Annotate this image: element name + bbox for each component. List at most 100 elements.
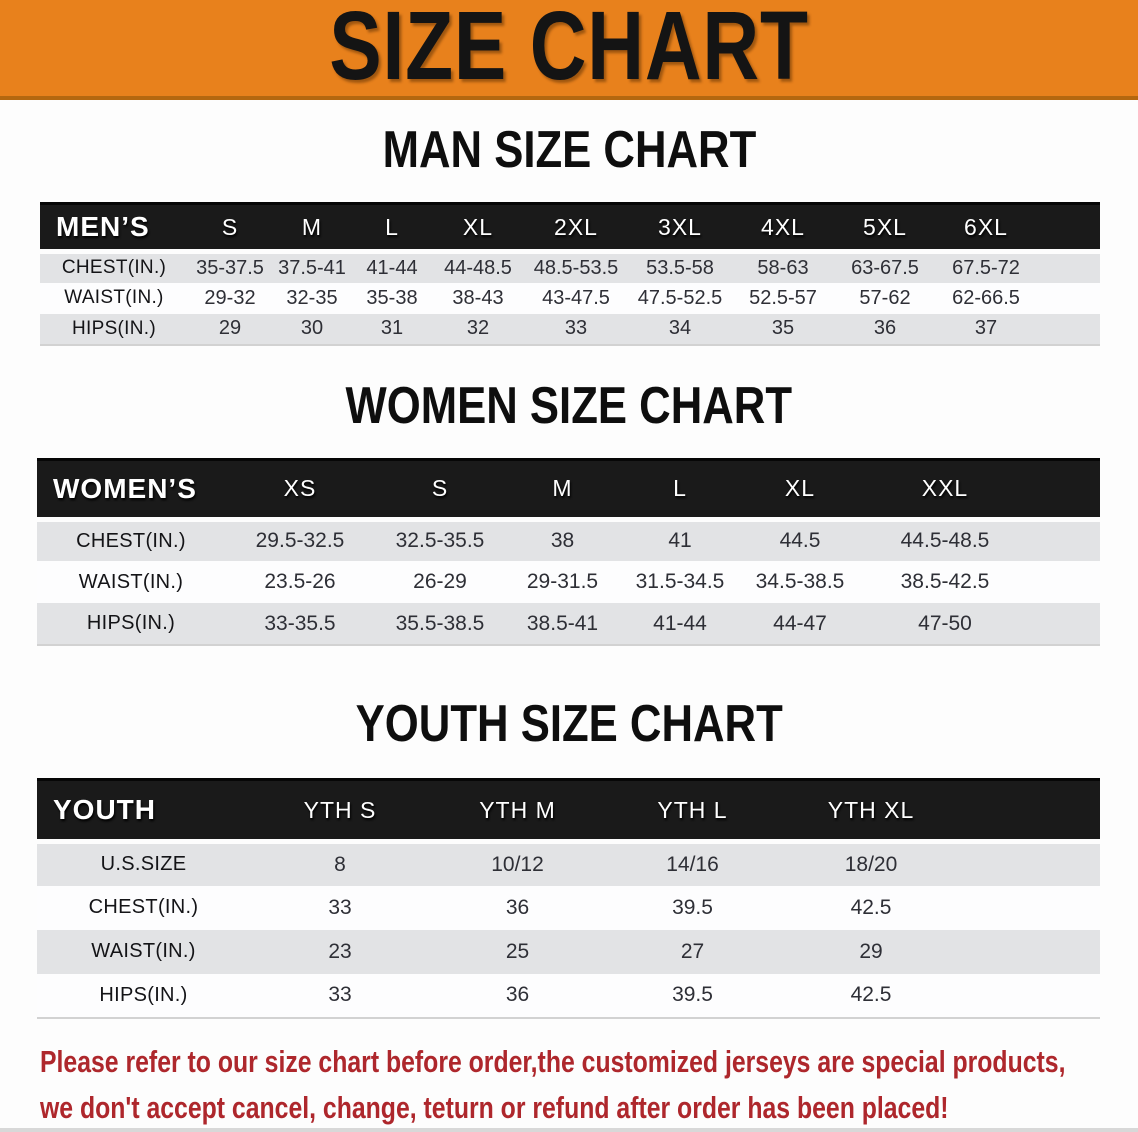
size-value-cell: 34 (628, 313, 732, 346)
men-section-heading: MAN SIZE CHART (0, 124, 1138, 176)
row-label: U.S.SIZE (37, 841, 250, 886)
size-value-cell: 38 (505, 519, 620, 561)
size-value-cell: 36 (430, 885, 605, 930)
size-value-cell: 33 (250, 885, 430, 930)
size-value-cell: 38-43 (432, 282, 524, 314)
filler-cell (1030, 519, 1100, 561)
youth-column-header-yth-l: YTH L (605, 778, 780, 844)
men-chest-row: CHEST(IN.) 35-37.5 37.5-41 41-44 44-48.5… (40, 251, 1100, 283)
size-value-cell: 29.5-32.5 (225, 519, 375, 561)
youth-column-header-yth-s: YTH S (250, 778, 430, 844)
size-value-cell: 33-35.5 (225, 603, 375, 646)
row-label: CHEST(IN.) (37, 885, 250, 930)
size-value-cell: 31.5-34.5 (620, 561, 740, 603)
women-section-heading: WOMEN SIZE CHART (0, 380, 1138, 432)
youth-section-heading: YOUTH SIZE CHART (0, 698, 1138, 750)
men-column-header-m: M (272, 202, 352, 254)
women-size-table: WOMEN’S XS S M L XL XXL CHEST(IN.) 29.5-… (37, 457, 1100, 646)
size-value-cell: 44-47 (740, 603, 860, 646)
filler-cell (1030, 561, 1100, 603)
women-section-heading-text: WOMEN SIZE CHART (345, 376, 793, 435)
bottom-edge-divider (0, 1128, 1138, 1132)
size-value-cell: 37.5-41 (272, 251, 352, 283)
size-value-cell: 14/16 (605, 841, 780, 886)
size-value-cell: 39.5 (605, 885, 780, 930)
women-column-header-xl: XL (740, 457, 860, 522)
youth-waist-row: WAIST(IN.) 23 25 27 29 (37, 929, 1100, 974)
women-hips-row: HIPS(IN.) 33-35.5 35.5-38.5 38.5-41 41-4… (37, 603, 1100, 646)
men-column-header-xl: XL (432, 202, 524, 254)
size-value-cell: 33 (524, 313, 628, 346)
size-value-cell: 47-50 (860, 603, 1030, 646)
men-column-header-6xl: 6XL (936, 202, 1036, 254)
size-value-cell: 27 (605, 929, 780, 974)
men-header-row: MEN’S S M L XL 2XL 3XL 4XL 5XL 6XL (40, 202, 1100, 254)
size-value-cell: 26-29 (375, 561, 505, 603)
size-value-cell: 41 (620, 519, 740, 561)
size-value-cell: 32.5-35.5 (375, 519, 505, 561)
size-value-cell: 23.5-26 (225, 561, 375, 603)
youth-table-name: YOUTH (37, 778, 250, 844)
youth-chest-row: CHEST(IN.) 33 36 39.5 42.5 (37, 885, 1100, 930)
men-table-name: MEN’S (40, 202, 188, 254)
size-value-cell: 42.5 (780, 885, 962, 930)
size-value-cell: 53.5-58 (628, 251, 732, 283)
size-value-cell: 52.5-57 (732, 282, 834, 314)
filler-cell (1036, 282, 1100, 314)
size-value-cell: 23 (250, 929, 430, 974)
size-value-cell: 48.5-53.5 (524, 251, 628, 283)
women-waist-row: WAIST(IN.) 23.5-26 26-29 29-31.5 31.5-34… (37, 561, 1100, 603)
men-header-filler (1036, 202, 1100, 254)
women-header-filler (1030, 457, 1100, 522)
men-size-table: MEN’S S M L XL 2XL 3XL 4XL 5XL 6XL CHEST… (40, 202, 1100, 346)
size-value-cell: 58-63 (732, 251, 834, 283)
women-header-row: WOMEN’S XS S M L XL XXL (37, 457, 1100, 522)
size-value-cell: 44.5 (740, 519, 860, 561)
women-column-header-m: M (505, 457, 620, 522)
size-value-cell: 30 (272, 313, 352, 346)
size-value-cell: 31 (352, 313, 432, 346)
size-value-cell: 29-32 (188, 282, 272, 314)
size-value-cell: 35-37.5 (188, 251, 272, 283)
size-value-cell: 63-67.5 (834, 251, 936, 283)
disclaimer-line-1: Please refer to our size chart before or… (40, 1043, 1066, 1079)
men-hips-row: HIPS(IN.) 29 30 31 32 33 34 35 36 37 (40, 313, 1100, 346)
filler-cell (1030, 603, 1100, 646)
men-section-heading-text: MAN SIZE CHART (382, 121, 756, 179)
size-value-cell: 35-38 (352, 282, 432, 314)
size-value-cell: 10/12 (430, 841, 605, 886)
size-value-cell: 62-66.5 (936, 282, 1036, 314)
men-waist-row: WAIST(IN.) 29-32 32-35 35-38 38-43 43-47… (40, 282, 1100, 314)
youth-hips-row: HIPS(IN.) 33 36 39.5 42.5 (37, 973, 1100, 1019)
men-column-header-4xl: 4XL (732, 202, 834, 254)
size-value-cell: 29 (188, 313, 272, 346)
men-column-header-2xl: 2XL (524, 202, 628, 254)
row-label: CHEST(IN.) (40, 251, 188, 283)
size-value-cell: 38.5-41 (505, 603, 620, 646)
disclaimer-line-2: we don't accept cancel, change, teturn o… (40, 1089, 949, 1125)
men-column-header-l: L (352, 202, 432, 254)
size-value-cell: 42.5 (780, 973, 962, 1019)
size-value-cell: 18/20 (780, 841, 962, 886)
filler-cell (1036, 251, 1100, 283)
women-column-header-xs: XS (225, 457, 375, 522)
banner-title: SIZE CHART (329, 0, 809, 100)
youth-ussize-row: U.S.SIZE 8 10/12 14/16 18/20 (37, 841, 1100, 886)
size-value-cell: 32 (432, 313, 524, 346)
row-label: WAIST(IN.) (40, 282, 188, 314)
filler-cell (962, 973, 1100, 1019)
size-value-cell: 8 (250, 841, 430, 886)
women-column-header-l: L (620, 457, 740, 522)
size-value-cell: 29-31.5 (505, 561, 620, 603)
women-table-name: WOMEN’S (37, 457, 225, 522)
men-column-header-3xl: 3XL (628, 202, 732, 254)
size-value-cell: 43-47.5 (524, 282, 628, 314)
filler-cell (962, 841, 1100, 886)
row-label: HIPS(IN.) (37, 603, 225, 646)
size-value-cell: 44-48.5 (432, 251, 524, 283)
size-value-cell: 39.5 (605, 973, 780, 1019)
youth-header-filler (962, 778, 1100, 844)
men-column-header-5xl: 5XL (834, 202, 936, 254)
size-value-cell: 35 (732, 313, 834, 346)
